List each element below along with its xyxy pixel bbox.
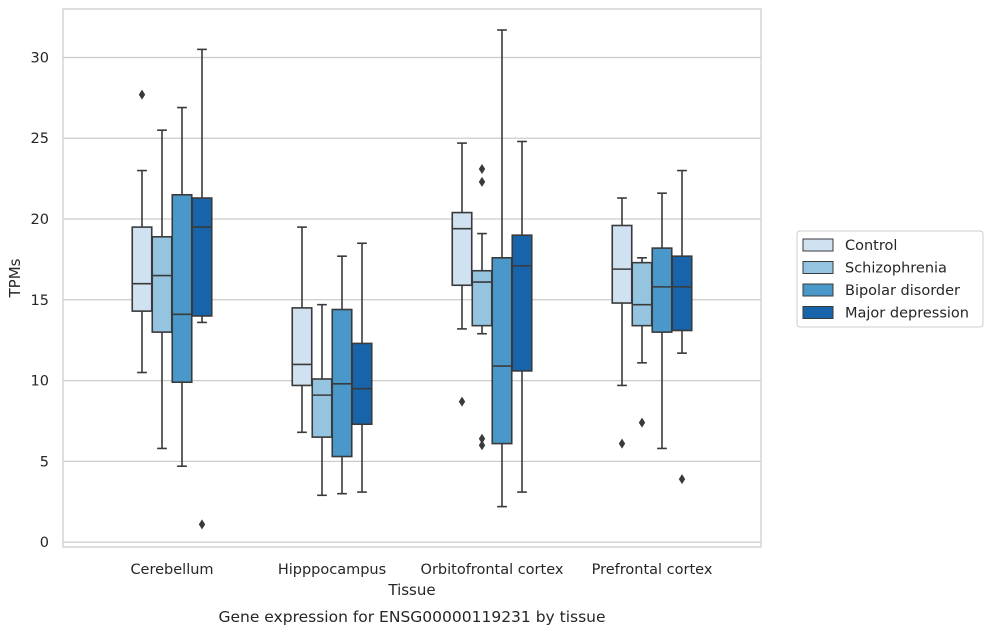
legend-label: Major depression: [845, 306, 969, 322]
x-tick-label: Hipppocampus: [278, 562, 386, 578]
legend-swatch: [802, 261, 834, 274]
box-major-depression: [511, 140, 533, 493]
iqr-box: [511, 234, 533, 372]
x-tick-label: Prefrontal cortex: [592, 562, 713, 578]
box-schizophrenia: [471, 163, 493, 451]
boxes: [131, 29, 693, 530]
box-schizophrenia: [311, 303, 333, 497]
outlier-point: [478, 163, 486, 174]
outlier-point: [678, 474, 686, 485]
box-major-depression: [671, 169, 693, 485]
box-bipolar-disorder: [171, 106, 193, 468]
y-tick-label: 5: [40, 454, 49, 470]
plot-frame: [62, 8, 762, 548]
y-tick-label: 0: [40, 535, 49, 551]
iqr-box: [191, 197, 213, 317]
iqr-box: [291, 307, 313, 387]
box-bipolar-disorder: [491, 29, 513, 508]
y-tick-label: 30: [31, 50, 49, 66]
y-tick-label: 20: [31, 212, 49, 228]
outlier-point: [138, 89, 146, 100]
legend-swatch: [802, 306, 834, 319]
box-control: [611, 197, 633, 449]
legend-label: Control: [845, 238, 897, 254]
y-axis-label: TPMs: [6, 258, 24, 298]
iqr-box: [171, 193, 193, 384]
y-tick-labels: 0 5 10 15 20 25 30: [31, 50, 49, 551]
legend-label: Bipolar disorder: [845, 283, 960, 299]
outlier-point: [198, 519, 206, 530]
iqr-box: [151, 236, 173, 333]
box-schizophrenia: [151, 129, 173, 450]
x-axis-label: Tissue: [387, 581, 435, 599]
box-schizophrenia: [631, 257, 653, 428]
iqr-box: [491, 257, 513, 445]
y-tick-label: 25: [31, 131, 49, 147]
legend-swatch: [802, 238, 834, 252]
chart-caption: Gene expression for ENSG00000119231 by t…: [218, 608, 605, 626]
legend: Control Schizophrenia Bipolar disorder Majo…: [796, 230, 984, 328]
legend-swatch: [802, 283, 834, 297]
outlier-point: [478, 176, 486, 187]
box-control: [451, 142, 473, 407]
y-tick-label: 10: [31, 374, 49, 390]
iqr-box: [311, 378, 333, 438]
box-control: [291, 226, 313, 434]
y-tick-label: 15: [31, 293, 49, 309]
iqr-box: [611, 224, 633, 304]
outlier-point: [478, 440, 486, 451]
box-control: [131, 89, 153, 374]
iqr-box: [451, 211, 473, 287]
x-tick-labels: Cerebellum Hipppocampus Orbitofrontal cort…: [130, 562, 712, 578]
legend-label: Schizophrenia: [845, 261, 947, 277]
legend-frame: [796, 230, 984, 328]
iqr-box: [671, 255, 693, 332]
box-major-depression: [351, 242, 373, 493]
outlier-point: [458, 396, 466, 407]
iqr-box: [331, 308, 353, 458]
outlier-point: [618, 438, 626, 449]
iqr-box: [631, 261, 653, 327]
box-major-depression: [191, 48, 213, 530]
iqr-box: [471, 269, 493, 327]
outlier-point: [638, 417, 646, 428]
box-bipolar-disorder: [331, 255, 353, 495]
iqr-box: [131, 226, 153, 312]
box-bipolar-disorder: [651, 192, 673, 450]
x-tick-label: Orbitofrontal cortex: [421, 562, 564, 578]
x-tick-label: Cerebellum: [130, 562, 213, 578]
iqr-box: [351, 342, 373, 426]
outlier-point: [478, 433, 486, 444]
iqr-box: [651, 247, 673, 333]
